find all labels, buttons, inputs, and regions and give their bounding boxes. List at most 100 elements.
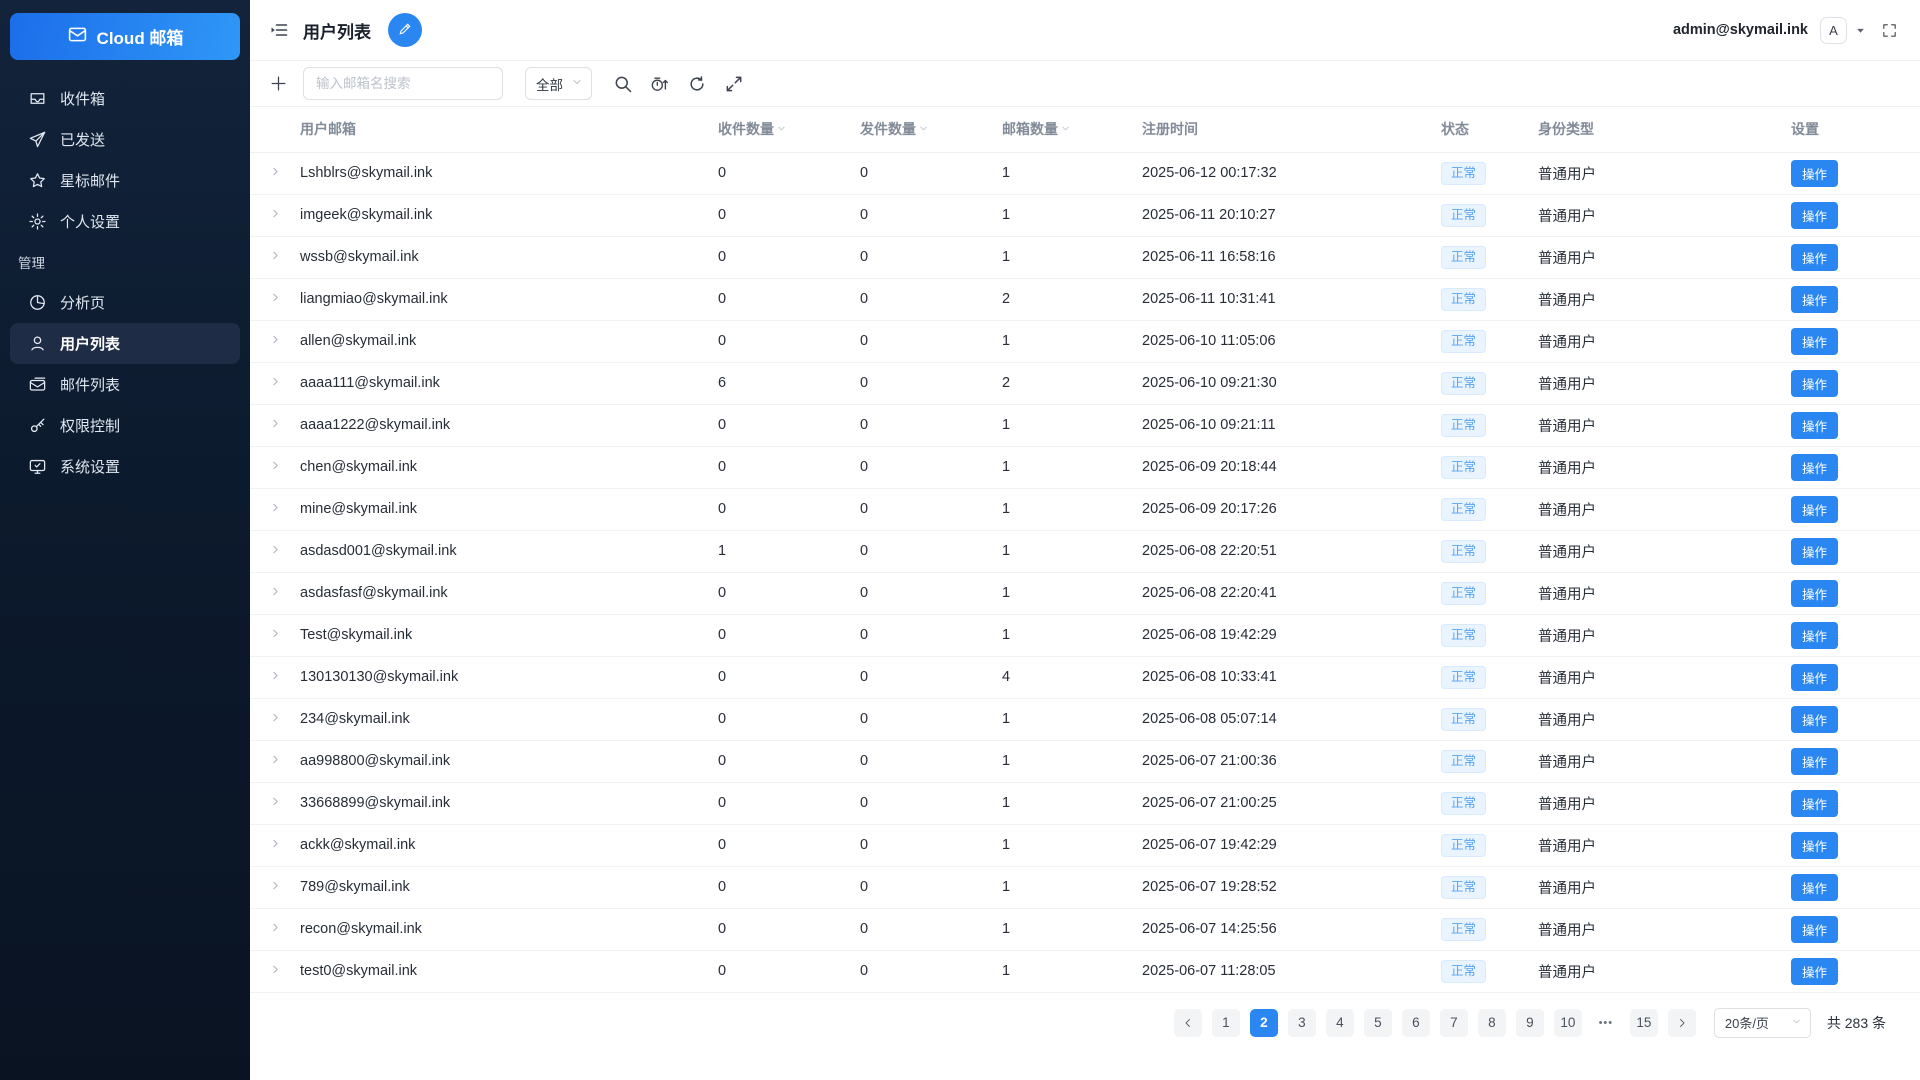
pagination-page-3[interactable]: 3 [1287, 1008, 1316, 1037]
row-action-button[interactable]: 操作 [1791, 957, 1839, 985]
filter-select[interactable]: 全部 [525, 67, 592, 100]
cell-email: aaaa111@skymail.ink [300, 362, 718, 405]
row-action-button[interactable]: 操作 [1791, 915, 1839, 943]
table-row: wssb@skymail.ink 0 0 1 2025-06-11 16:58:… [250, 236, 1920, 279]
row-action-button[interactable]: 操作 [1791, 621, 1839, 649]
expand-row-icon[interactable] [269, 207, 282, 220]
expand-table-icon[interactable] [724, 74, 744, 94]
sidebar-item-personal-settings[interactable]: 个人设置 [0, 201, 250, 242]
pagination-page-10[interactable]: 10 [1553, 1008, 1582, 1037]
sidebar-item-label: 系统设置 [60, 459, 121, 476]
cell-role: 普通用户 [1538, 488, 1791, 531]
cell-registered: 2025-06-07 14:25:56 [1142, 908, 1441, 951]
cell-role: 普通用户 [1538, 320, 1791, 363]
edit-button[interactable] [388, 13, 422, 47]
page-title: 用户列表 [303, 22, 371, 42]
refresh-icon[interactable] [687, 74, 707, 94]
expand-row-icon[interactable] [269, 753, 282, 766]
avatar[interactable]: A [1820, 16, 1847, 44]
expand-row-icon[interactable] [269, 333, 282, 346]
table-row: 130130130@skymail.ink 0 0 4 2025-06-08 1… [250, 656, 1920, 699]
row-action-button[interactable]: 操作 [1791, 159, 1839, 187]
pagination-page-5[interactable]: 5 [1363, 1008, 1392, 1037]
sidebar-item-analytics[interactable]: 分析页 [0, 282, 250, 323]
pagination-page-8[interactable]: 8 [1477, 1008, 1506, 1037]
row-action-button[interactable]: 操作 [1791, 789, 1839, 817]
caret-down-icon[interactable] [1855, 25, 1866, 36]
row-action-button[interactable]: 操作 [1791, 579, 1839, 607]
fullscreen-icon[interactable] [1881, 22, 1898, 39]
pagination-page-9[interactable]: 9 [1515, 1008, 1544, 1037]
row-action-button[interactable]: 操作 [1791, 495, 1839, 523]
pagination-page-4[interactable]: 4 [1325, 1008, 1354, 1037]
column-header-received[interactable]: 收件数量 [718, 107, 860, 153]
search-icon[interactable] [613, 74, 633, 94]
pagination-page-7[interactable]: 7 [1439, 1008, 1468, 1037]
sidebar-item-sent[interactable]: 已发送 [0, 119, 250, 160]
cell-sent: 0 [860, 530, 1002, 573]
add-user-button[interactable] [269, 74, 288, 93]
expand-row-icon[interactable] [269, 501, 282, 514]
sidebar-item-permissions[interactable]: 权限控制 [0, 405, 250, 446]
row-action-button[interactable]: 操作 [1791, 747, 1839, 775]
sidebar-item-user-list[interactable]: 用户列表 [10, 323, 240, 364]
row-action-button[interactable]: 操作 [1791, 663, 1839, 691]
row-action-button[interactable]: 操作 [1791, 327, 1839, 355]
expand-row-icon[interactable] [269, 417, 282, 430]
row-action-button[interactable]: 操作 [1791, 453, 1839, 481]
pagination-prev-button[interactable] [1173, 1008, 1202, 1037]
expand-row-icon[interactable] [269, 711, 282, 724]
app-logo[interactable]: Cloud 邮箱 [10, 13, 240, 60]
expand-row-icon[interactable] [269, 459, 282, 472]
expand-row-icon[interactable] [269, 585, 282, 598]
row-action-button[interactable]: 操作 [1791, 201, 1839, 229]
column-header-mailboxes[interactable]: 邮箱数量 [1002, 107, 1142, 153]
sidebar-item-starred[interactable]: 星标邮件 [0, 160, 250, 201]
expand-row-icon[interactable] [269, 375, 282, 388]
expand-row-icon[interactable] [269, 921, 282, 934]
row-action-button[interactable]: 操作 [1791, 243, 1839, 271]
column-header-settings: 设置 [1791, 107, 1920, 153]
expand-row-icon[interactable] [269, 249, 282, 262]
pagination-page-2[interactable]: 2 [1249, 1008, 1278, 1037]
expand-row-icon[interactable] [269, 879, 282, 892]
row-action-button[interactable]: 操作 [1791, 873, 1839, 901]
sidebar-item-inbox[interactable]: 收件箱 [0, 78, 250, 119]
pagination-next-button[interactable] [1667, 1008, 1696, 1037]
table-row: imgeek@skymail.ink 0 0 1 2025-06-11 20:1… [250, 194, 1920, 237]
cell-email: test0@skymail.ink [300, 950, 718, 993]
pagination-page-15[interactable]: 15 [1629, 1008, 1658, 1037]
expand-row-icon[interactable] [269, 963, 282, 976]
pagination-page-1[interactable]: 1 [1211, 1008, 1240, 1037]
expand-row-icon[interactable] [269, 543, 282, 556]
row-action-button[interactable]: 操作 [1791, 369, 1839, 397]
expand-row-icon[interactable] [269, 669, 282, 682]
pagination-page-6[interactable]: 6 [1401, 1008, 1430, 1037]
expand-row-icon[interactable] [269, 627, 282, 640]
sidebar-item-system-settings[interactable]: 系统设置 [0, 446, 250, 487]
cell-received: 0 [718, 656, 860, 699]
time-sort-icon[interactable] [650, 74, 670, 94]
expand-row-icon[interactable] [269, 837, 282, 850]
pagination-ellipsis[interactable]: ••• [1592, 1009, 1620, 1037]
sidebar-item-mail-list[interactable]: 邮件列表 [0, 364, 250, 405]
expand-row-icon[interactable] [269, 291, 282, 304]
row-action-button[interactable]: 操作 [1791, 537, 1839, 565]
search-input[interactable] [303, 67, 503, 100]
cell-sent: 0 [860, 320, 1002, 363]
row-action-button[interactable]: 操作 [1791, 705, 1839, 733]
cell-sent: 0 [860, 740, 1002, 783]
expand-row-icon[interactable] [269, 795, 282, 808]
page-size-select[interactable]: 20条/页 [1713, 1007, 1811, 1038]
chevron-down-icon [776, 121, 787, 137]
collapse-sidebar-icon[interactable] [269, 20, 289, 40]
row-action-button[interactable]: 操作 [1791, 831, 1839, 859]
column-header-sent[interactable]: 发件数量 [860, 107, 1002, 153]
expand-row-icon[interactable] [269, 165, 282, 178]
page-size-value: 20条/页 [1724, 1016, 1769, 1031]
row-action-button[interactable]: 操作 [1791, 285, 1839, 313]
row-action-button[interactable]: 操作 [1791, 411, 1839, 439]
cell-received: 0 [718, 908, 860, 951]
cell-registered: 2025-06-08 22:20:41 [1142, 572, 1441, 615]
cell-registered: 2025-06-08 10:33:41 [1142, 656, 1441, 699]
